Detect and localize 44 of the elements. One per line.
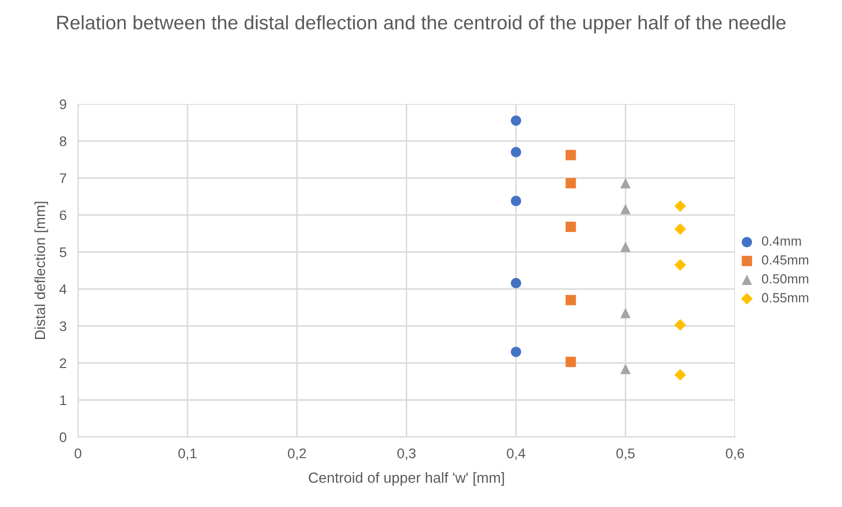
point: [674, 319, 686, 331]
y-axis-title: Distal deflection [mm]: [34, 202, 48, 339]
y-tick-label: 7: [60, 173, 66, 184]
point: [566, 294, 576, 306]
y-tick-label: 1: [60, 395, 66, 406]
point: [566, 178, 576, 188]
point: [674, 369, 686, 381]
x-tick-label: 0,3: [397, 448, 416, 460]
point: [566, 150, 576, 160]
legend-label: 0.4mm: [762, 236, 801, 246]
legend-label: 0.50mm: [762, 274, 808, 284]
point: [674, 200, 686, 212]
x-tick-label: 0,1: [178, 448, 196, 460]
point: [510, 278, 522, 288]
chart-title: Relation between the distal deflection and the centroid of the upper half of the needle: [57, 15, 786, 34]
x-axis-title: Centroid of upper half 'w' [mm]: [308, 472, 504, 486]
point: [510, 116, 522, 126]
y-tick-label: 6: [60, 210, 66, 220]
y-tick-label: 5: [60, 247, 66, 258]
legend-label: 0.55mm: [762, 293, 808, 302]
y-tick-label: 4: [59, 284, 66, 294]
point: [566, 356, 576, 368]
x-tick-label: 0: [74, 448, 82, 458]
point: [620, 308, 631, 318]
point: [674, 259, 686, 271]
y-tick-label: 0: [60, 432, 66, 442]
y-tick-label: 8: [60, 136, 66, 146]
point: [510, 346, 522, 358]
y-tick-label: 9: [60, 99, 66, 110]
point: [620, 364, 631, 374]
y-tick-label: 2: [60, 358, 66, 368]
point: [674, 223, 686, 235]
legend-label: 0.45mm: [762, 255, 808, 265]
point: [566, 222, 576, 232]
point: [620, 242, 631, 252]
point: [620, 204, 631, 214]
x-tick-label: 0,2: [288, 448, 306, 460]
y-tick-label: 3: [60, 321, 66, 332]
x-tick-label: 0,4: [506, 448, 526, 460]
point: [510, 196, 522, 206]
point: [510, 146, 522, 158]
x-tick-label: 0,6: [726, 448, 744, 460]
x-tick-label: 0,5: [616, 448, 635, 460]
point: [620, 178, 631, 188]
